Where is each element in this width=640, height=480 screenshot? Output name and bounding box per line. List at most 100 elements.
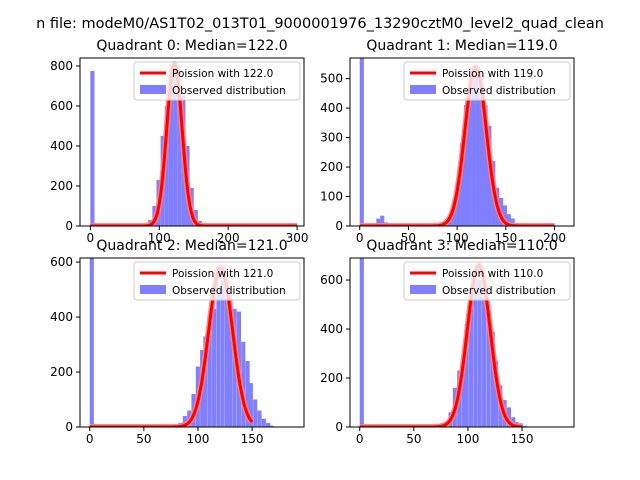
subplot-quadrant-2: 0 50 100 150 0 200 400 600 Quadrant 2: Median=12… [50, 238, 305, 446]
hist-bar [241, 341, 246, 427]
legend-label: Poission with 121.0 [172, 268, 273, 280]
x-tick-label: 50 [401, 231, 416, 245]
hist-bar [207, 317, 212, 427]
hist-bar [261, 418, 266, 427]
hist-bar [452, 208, 457, 226]
axes-frame [79, 257, 305, 428]
plot-area [357, 258, 528, 427]
hist-bar [477, 280, 482, 427]
x-tick-label: 100 [456, 432, 479, 446]
hist-bar [479, 72, 484, 226]
hist-bar [486, 311, 491, 427]
legend: Poission with 122.0 Observed distribution [133, 61, 301, 101]
hist-bar [182, 416, 187, 427]
x-tick-label: 100 [148, 231, 171, 245]
hist-bar [502, 205, 507, 226]
legend: Poission with 110.0 Observed distribution [403, 261, 571, 301]
figure-suptitle: n file: modeM0/AS1T02_013T01_9000001976_… [36, 16, 604, 32]
hist-bar [359, 58, 364, 226]
y-tick-label: 600 [50, 255, 73, 269]
y-tick-label: 0 [335, 420, 343, 434]
hist-bar [89, 258, 94, 427]
hist-bar [460, 143, 465, 226]
x-tick-label: 150 [511, 432, 534, 446]
x-tick-label: 150 [241, 432, 264, 446]
x-tick-label: 50 [136, 432, 151, 446]
legend-label: Observed distribution [172, 85, 286, 97]
y-tick-label: 200 [50, 179, 73, 193]
x-tick-label: 200 [217, 231, 240, 245]
hist-bar [482, 297, 487, 427]
legend-label: Observed distribution [442, 285, 556, 297]
y-tick-label: 200 [320, 160, 343, 174]
hist-bar [257, 410, 262, 427]
x-tick-label: 0 [86, 432, 94, 446]
hist-bar [248, 383, 253, 427]
hist-bar [203, 336, 208, 427]
hist-bar [90, 71, 95, 226]
hist-bar [461, 360, 466, 427]
legend: Poission with 119.0 Observed distribution [403, 61, 571, 101]
hist-bar [380, 215, 385, 226]
legend-box [403, 61, 571, 101]
axes-frame [349, 257, 575, 428]
hist-bar [164, 106, 169, 226]
legend-box [133, 61, 301, 101]
x-tick-label: 0 [87, 231, 95, 245]
x-tick-label: 0 [356, 432, 364, 446]
x-tick-label: 300 [286, 231, 309, 245]
axes-frame [349, 57, 575, 227]
y-tick-label: 0 [65, 420, 73, 434]
hist-bar [220, 264, 225, 427]
legend-label: Observed distribution [442, 85, 556, 97]
hist-bar [245, 361, 250, 427]
subplot-title: Quadrant 3: Median=110.0 [366, 238, 557, 254]
y-tick-label: 400 [320, 101, 343, 115]
y-tick-label: 300 [320, 131, 343, 145]
legend-hist-swatch [140, 85, 166, 94]
hist-bar [490, 331, 495, 427]
hist-bar [510, 218, 515, 226]
x-tick-label: 200 [543, 231, 566, 245]
hist-bar [269, 425, 274, 427]
hist-bar [216, 289, 221, 427]
subplot-quadrant-0: 0 100 200 300 0 200 400 600 800 Quadrant 0: Media… [50, 38, 308, 245]
axes-frame [79, 57, 305, 227]
legend-label: Poission with 119.0 [442, 68, 543, 80]
y-tick-label: 600 [320, 273, 343, 287]
poisson-line [359, 263, 523, 427]
subplot-quadrant-1: 0 50 100 150 200 0 100 200 300 400 500 Quadrant 1: … [320, 38, 575, 245]
hist-bar [463, 105, 469, 226]
hist-bar [225, 281, 230, 427]
y-tick-label: 600 [50, 99, 73, 113]
y-tick-label: 800 [50, 59, 73, 73]
hist-bar [483, 105, 488, 226]
hist-bar [173, 68, 178, 226]
legend-hist-swatch [410, 85, 436, 94]
legend-label: Poission with 110.0 [442, 268, 543, 280]
legend-hist-swatch [410, 285, 436, 294]
poisson-line [89, 62, 298, 226]
subplot-title: Quadrant 1: Median=119.0 [366, 38, 557, 54]
hist-bar [376, 218, 381, 226]
legend-box [403, 261, 571, 301]
y-tick-label: 100 [320, 190, 343, 204]
x-tick-label: 50 [406, 432, 421, 446]
hist-bar [464, 324, 469, 427]
y-tick-label: 0 [335, 219, 343, 233]
y-tick-label: 400 [50, 139, 73, 153]
hist-bar [456, 181, 461, 226]
hist-bar [266, 422, 271, 427]
subplot-title: Quadrant 0: Median=122.0 [96, 38, 287, 54]
plot-area [88, 61, 300, 226]
hist-bar [177, 72, 182, 226]
legend-box [133, 261, 301, 301]
hist-bar [212, 308, 217, 427]
hist-bar [471, 72, 476, 226]
y-tick-label: 400 [50, 310, 73, 324]
legend-hist-swatch [140, 285, 166, 294]
hist-bar [359, 258, 364, 427]
x-tick-label: 100 [186, 432, 209, 446]
y-tick-label: 0 [65, 219, 73, 233]
